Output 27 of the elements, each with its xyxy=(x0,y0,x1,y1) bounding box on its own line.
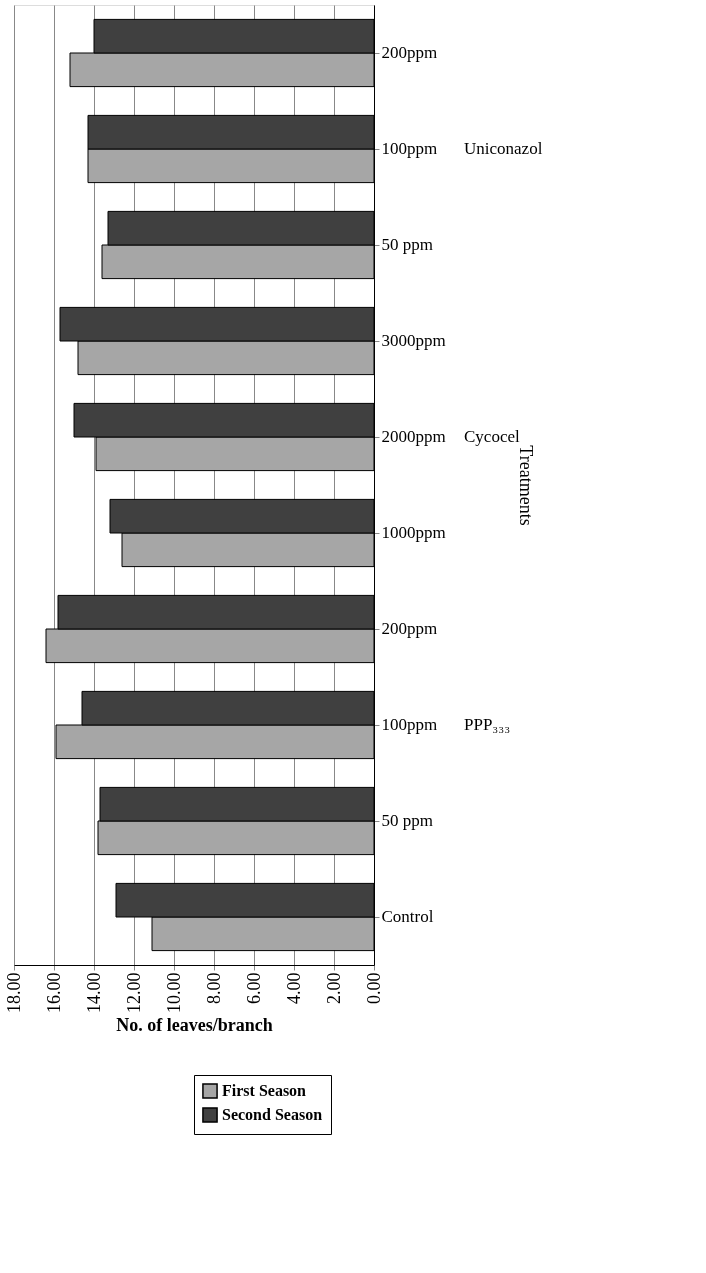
x-tick-label: 6.00 xyxy=(243,972,264,1004)
x-tick-label: 12.00 xyxy=(123,972,144,1013)
x-tick-label: 8.00 xyxy=(203,972,224,1004)
text: PPP₃₃₃ xyxy=(464,715,511,734)
y-axis-title: Treatments xyxy=(515,445,536,526)
x-tick-label: 10.00 xyxy=(163,972,184,1013)
x-tick-label: 4.00 xyxy=(283,972,304,1004)
x-tick-label: 2.00 xyxy=(323,972,344,1004)
x-tick-label: 14.00 xyxy=(83,972,104,1013)
x-axis-title: No. of leaves/branch xyxy=(116,1015,273,1035)
x-tick-label: 18.00 xyxy=(3,972,24,1013)
x-tick-label: 0.00 xyxy=(363,972,384,1004)
y-tick-label: 1000ppm xyxy=(381,523,446,542)
y-tick-label: 200ppm xyxy=(381,619,438,638)
y-tick-label: 3000ppm xyxy=(381,331,446,350)
y-tick-label: 2000ppm xyxy=(381,427,446,446)
y-tick-label: 50 ppm xyxy=(381,235,433,254)
y-tick-label: 50 ppm xyxy=(381,811,433,830)
text: Cycocel xyxy=(464,427,520,446)
legend-label: First Season xyxy=(222,1082,307,1099)
y-tick-label: 100ppm xyxy=(381,715,438,734)
x-tick-label: 16.00 xyxy=(43,972,64,1013)
text: Uniconazol xyxy=(464,139,543,158)
y-tick-label: 200ppm xyxy=(381,43,438,62)
y-tick-label: 100ppm xyxy=(381,139,438,158)
legend-label: Second Season xyxy=(222,1106,323,1123)
y-tick-label: Control xyxy=(381,907,434,926)
